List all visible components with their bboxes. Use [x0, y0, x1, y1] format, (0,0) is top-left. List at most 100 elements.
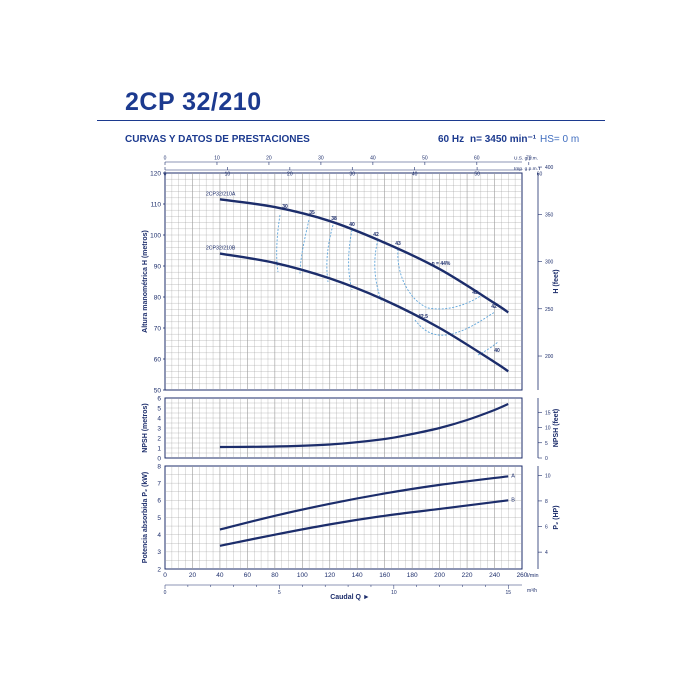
tick-label-y: 70: [154, 325, 162, 332]
tick-label-y: 120: [150, 170, 161, 177]
axis-label-y2: P₂ (HP): [553, 505, 560, 529]
tick-label-y: 8: [157, 463, 161, 470]
tick-label-y2: 5: [545, 441, 548, 447]
page-title: 2CP 32/210: [125, 88, 262, 116]
top-axis-unit-us: U.S. g.p.m.: [514, 156, 538, 162]
efficiency-isoline: [477, 341, 499, 356]
tick-label-us: 40: [370, 156, 376, 162]
axis-label-x: Caudal Q ►: [330, 594, 370, 601]
axis-label-y2: H (feet): [553, 269, 560, 293]
tick-label-x: 260: [517, 572, 528, 579]
speed-label: n= 3450 min⁻¹: [470, 134, 537, 145]
x-axis-unit: l/min: [527, 573, 539, 579]
tick-label-y2: 350: [545, 212, 554, 218]
suction-label: HS= 0 m: [540, 134, 580, 145]
tick-label-m3h: 5: [278, 590, 281, 596]
frequency-label: 60 Hz: [438, 134, 465, 145]
tick-label-y2: 300: [545, 260, 554, 266]
tick-label-x: 120: [324, 572, 335, 579]
tick-label-x: 180: [407, 572, 418, 579]
tick-label-y2: 200: [545, 354, 554, 360]
tick-label-y: 0: [157, 455, 161, 462]
tick-label-m3h: 15: [505, 590, 511, 596]
tick-label-us: 10: [214, 156, 220, 162]
efficiency-label: 43: [395, 241, 401, 247]
tick-label-us: 70: [526, 156, 532, 162]
tick-label-y: 6: [157, 498, 161, 505]
tick-label-y: 2: [157, 435, 161, 442]
tick-label-y: 100: [150, 232, 161, 239]
efficiency-isoline: [414, 311, 496, 336]
tick-label-x: 220: [462, 572, 473, 579]
tick-label-y: 4: [157, 415, 161, 422]
power-curve-a: [219, 475, 509, 531]
curve-label-a: 2CP32/210A: [206, 191, 236, 197]
efficiency-label: 35: [309, 210, 315, 216]
power-label-b: B: [511, 497, 515, 503]
curve-label-b: 2CP32/210B: [206, 246, 236, 252]
efficiency-label: 40: [494, 348, 500, 354]
tick-label-y: 90: [154, 263, 162, 270]
tick-label-x: 140: [352, 572, 363, 579]
tick-label-m3h: 0: [164, 590, 167, 596]
power-curve-b: [219, 499, 509, 547]
tick-label-y2: 8: [545, 499, 548, 505]
x-axis-unit2: m³/h: [527, 588, 537, 594]
tick-label-x: 80: [271, 572, 279, 579]
tick-label-y: 3: [157, 425, 161, 432]
tick-label-x: 40: [216, 572, 224, 579]
tick-label-imp: 20: [287, 172, 293, 178]
efficiency-isoline: [397, 248, 483, 310]
tick-label-us: 50: [422, 156, 428, 162]
npsh-curve: [219, 402, 509, 449]
tick-label-y2: 6: [545, 525, 548, 531]
tick-label-y2: 10: [545, 473, 551, 479]
efficiency-isoline: [299, 219, 310, 275]
tick-label-y2: 15: [545, 410, 551, 416]
axis-label-y: NPSH (metros): [142, 403, 149, 452]
tick-label-us: 0: [164, 156, 167, 162]
tick-label-x: 200: [434, 572, 445, 579]
tick-label-y2: 250: [545, 307, 554, 313]
tick-label-y2: 4: [545, 550, 548, 556]
tick-label-y: 5: [157, 405, 161, 412]
tick-label-y: 110: [151, 201, 162, 208]
efficiency-label: 40: [349, 222, 355, 228]
tick-label-y: 60: [154, 356, 162, 363]
panel-grid: [164, 172, 523, 391]
power-label-a: A: [511, 473, 515, 479]
tick-label-x: 0: [163, 572, 167, 579]
efficiency-label: η = 44%: [432, 261, 451, 267]
tick-label-y: 5: [157, 515, 161, 522]
tick-label-imp: 10: [225, 172, 231, 178]
tick-label-y: 7: [157, 480, 161, 487]
tick-label-y: 3: [157, 549, 161, 556]
tick-label-x: 60: [244, 572, 252, 579]
head-curve-b: [219, 252, 509, 373]
efficiency-isoline: [276, 214, 281, 273]
tick-label-imp: 30: [349, 172, 355, 178]
efficiency-label: 42.5: [418, 314, 428, 320]
tick-label-y: 6: [157, 395, 161, 402]
section-subtitle: CURVAS Y DATOS DE PRESTACIONES: [125, 134, 310, 145]
tick-label-y2: 400: [545, 165, 554, 171]
tick-label-y: 80: [154, 294, 162, 301]
tick-label-y: 4: [157, 532, 161, 539]
tick-label-imp: 0: [164, 172, 167, 178]
efficiency-label: 43: [472, 290, 478, 296]
tick-label-us: 30: [318, 156, 324, 162]
tick-label-us: 20: [266, 156, 272, 162]
top-axis-unit-imp: Imp. g.p.m.: [514, 166, 538, 172]
axis-label-y2: NPSH (feet): [553, 409, 560, 448]
tick-label-y: 1: [157, 445, 161, 452]
tick-label-x: 20: [189, 572, 197, 579]
title-divider: [97, 120, 605, 121]
efficiency-label: 30: [282, 204, 288, 210]
efficiency-label: 42: [373, 232, 379, 238]
panel-grid: [164, 397, 523, 459]
tick-label-x: 240: [489, 572, 500, 579]
tick-label-y2: 0: [545, 456, 548, 462]
head-curve-a: [219, 198, 509, 314]
